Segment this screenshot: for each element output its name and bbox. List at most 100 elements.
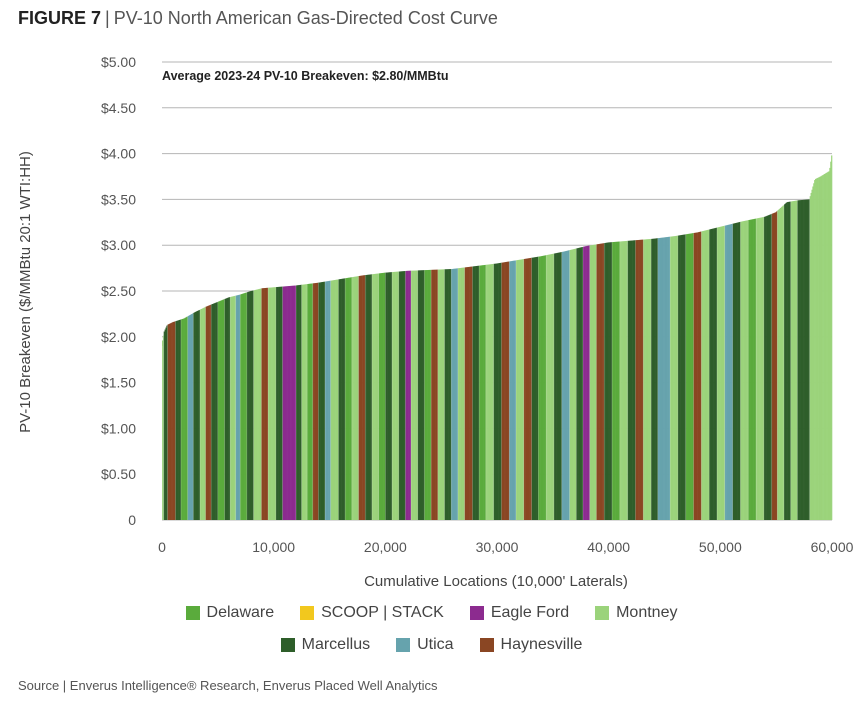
basin-bar <box>808 199 810 520</box>
basin-bar <box>473 266 475 520</box>
basin-bar <box>732 223 734 520</box>
legend-label: Delaware <box>206 604 275 621</box>
basin-bar <box>438 269 440 520</box>
basin-bar <box>301 284 303 520</box>
basin-bar <box>705 230 708 521</box>
basin-bar <box>261 288 263 520</box>
basin-bar <box>540 256 542 520</box>
basin-bar <box>393 271 396 520</box>
basin-bar <box>628 240 630 520</box>
basin-bar <box>217 301 220 520</box>
basin-bar <box>216 302 218 520</box>
basin-bar <box>775 212 777 520</box>
basin-bar <box>491 264 493 520</box>
basin-bar <box>207 305 209 520</box>
basin-bar <box>398 271 400 520</box>
basin-bar <box>796 200 798 520</box>
basin-bar <box>555 253 557 520</box>
legend-item: Utica <box>396 636 454 654</box>
basin-bar <box>243 293 245 520</box>
basin-bar <box>417 270 419 520</box>
basin-bar <box>233 296 235 520</box>
basin-bar <box>476 265 478 520</box>
basin-bar <box>800 200 802 521</box>
y-tick-label: $2.00 <box>101 329 136 345</box>
basin-bar <box>392 272 394 520</box>
chart-legend: Delaware SCOOP | STACK Eagle Ford Montney M… <box>0 604 863 668</box>
basin-bar <box>716 227 719 521</box>
basin-bar <box>600 243 603 520</box>
basin-bar <box>232 296 234 520</box>
basin-bar <box>697 232 699 520</box>
basin-bar <box>772 213 774 520</box>
basin-bar <box>280 286 282 520</box>
basin-bar <box>196 310 199 520</box>
basin-bar <box>364 275 366 520</box>
basin-bar <box>287 286 289 520</box>
basin-bar <box>221 300 223 520</box>
basin-bar <box>536 256 538 520</box>
basin-bar <box>479 265 481 520</box>
basin-bar <box>763 216 766 520</box>
basin-bar <box>530 257 532 520</box>
basin-bar <box>167 324 168 520</box>
basin-bar <box>375 273 377 520</box>
basin-bar <box>324 281 326 520</box>
basin-bar <box>825 172 827 520</box>
basin-bar <box>648 239 650 520</box>
basin-bar <box>306 284 308 520</box>
basin-bar <box>693 232 695 520</box>
basin-bar <box>704 230 707 520</box>
basin-bar <box>796 200 798 520</box>
basin-bar <box>284 286 286 520</box>
basin-bar <box>314 283 316 520</box>
basin-bar <box>763 217 765 520</box>
basin-bar <box>690 233 692 520</box>
basin-bar <box>669 236 671 521</box>
basin-bar <box>671 236 674 520</box>
basin-bar <box>343 278 345 520</box>
basin-bar <box>599 243 601 520</box>
basin-bar <box>557 252 559 520</box>
basin-bar <box>626 240 628 520</box>
basin-bar <box>488 264 490 520</box>
basin-bar <box>767 215 769 520</box>
basin-bar <box>344 278 346 520</box>
basin-bar <box>620 241 622 520</box>
basin-bar <box>303 284 305 520</box>
basin-bar <box>728 224 730 520</box>
basin-bar <box>798 200 800 520</box>
basin-bar <box>386 272 388 520</box>
basin-bar <box>382 272 384 520</box>
basin-bar <box>464 267 465 520</box>
basin-bar <box>543 255 545 520</box>
basin-bar <box>718 227 720 521</box>
basin-bar <box>672 236 674 521</box>
basin-bar <box>308 283 310 520</box>
basin-bar <box>591 245 593 520</box>
basin-bar <box>582 246 584 520</box>
basin-bar <box>432 269 434 520</box>
basin-bar <box>535 257 537 520</box>
basin-bar <box>397 271 399 520</box>
basin-bar <box>244 292 246 520</box>
basin-bar <box>449 269 452 520</box>
basin-bar <box>682 234 684 521</box>
basin-bar <box>788 201 790 520</box>
basin-bar <box>390 272 392 520</box>
basin-bar <box>676 235 678 520</box>
basin-bar <box>356 276 358 520</box>
basin-bar <box>339 279 341 520</box>
basin-bar <box>246 292 248 520</box>
basin-bar <box>228 297 230 520</box>
basin-bar <box>383 272 386 520</box>
basin-bar <box>530 257 532 520</box>
basin-bar <box>561 251 563 520</box>
basin-bar <box>330 280 332 520</box>
basin-bar <box>722 226 724 521</box>
basin-bar <box>178 319 181 520</box>
basin-bar <box>411 270 414 520</box>
basin-bar <box>206 306 208 520</box>
basin-bar <box>789 201 791 521</box>
basin-bar <box>211 304 213 520</box>
